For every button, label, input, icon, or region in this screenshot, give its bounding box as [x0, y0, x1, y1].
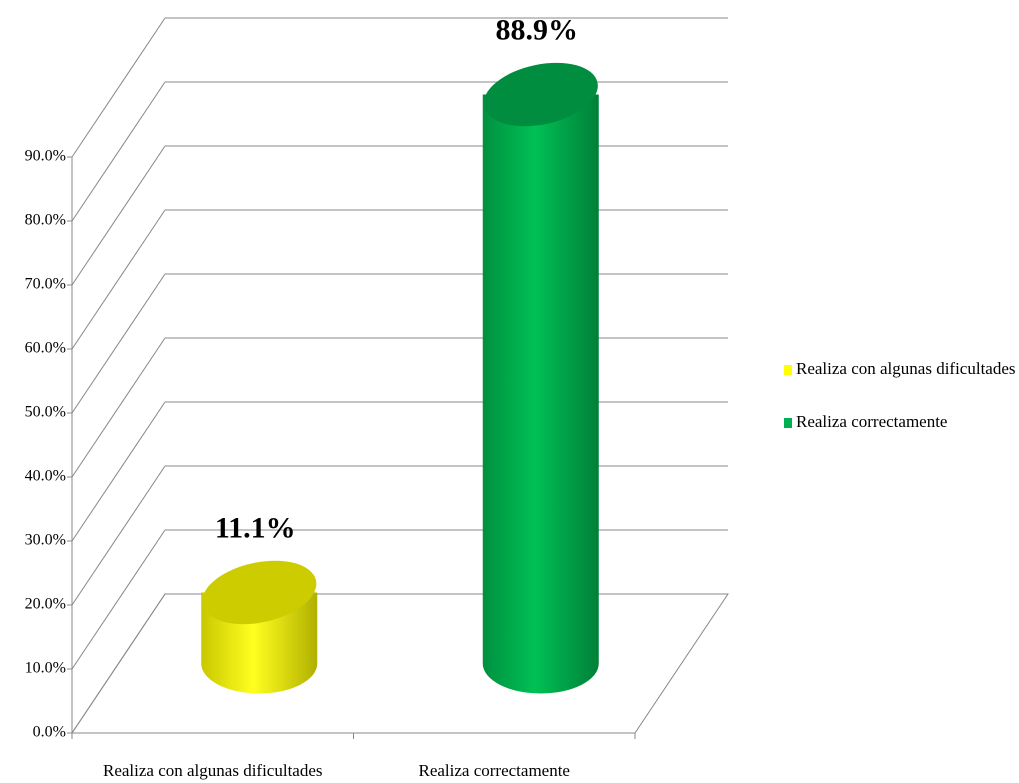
- bar-top: [483, 62, 598, 127]
- x-tick-label: Realiza correctamente: [419, 761, 570, 780]
- y-tick-label: 40.0%: [25, 468, 66, 485]
- y-tick-label: 90.0%: [25, 148, 66, 165]
- grid-line: [71, 529, 166, 670]
- legend-label: Realiza con algunas dificultades: [796, 359, 1016, 378]
- value-label: 88.9%: [496, 13, 579, 46]
- legend-swatch: [784, 365, 792, 375]
- bar-top: [202, 560, 317, 625]
- grid-line: [71, 465, 166, 606]
- grid-line: [71, 593, 166, 734]
- y-tick-label: 70.0%: [25, 276, 66, 293]
- grid-line: [71, 401, 166, 542]
- grid-line: [71, 209, 166, 350]
- legend-label: Realiza correctamente: [796, 412, 947, 431]
- grid-line: [71, 17, 166, 158]
- floor: [71, 593, 729, 734]
- grid-line: [71, 145, 166, 286]
- y-tick-label: 0.0%: [33, 724, 66, 741]
- x-tick-label: Realiza con algunas dificultades: [103, 761, 323, 780]
- bar-body: [482, 94, 599, 694]
- y-tick-label: 50.0%: [25, 404, 66, 421]
- y-tick-label: 30.0%: [25, 532, 66, 549]
- grid-line: [71, 273, 166, 414]
- y-tick-label: 60.0%: [25, 340, 66, 357]
- legend-swatch: [784, 418, 792, 428]
- y-tick-label: 80.0%: [25, 212, 66, 229]
- y-tick-label: 10.0%: [25, 660, 66, 677]
- value-label: 11.1%: [215, 511, 296, 544]
- grid-line: [71, 81, 166, 222]
- grid-line: [71, 337, 166, 478]
- y-tick-label: 20.0%: [25, 596, 66, 613]
